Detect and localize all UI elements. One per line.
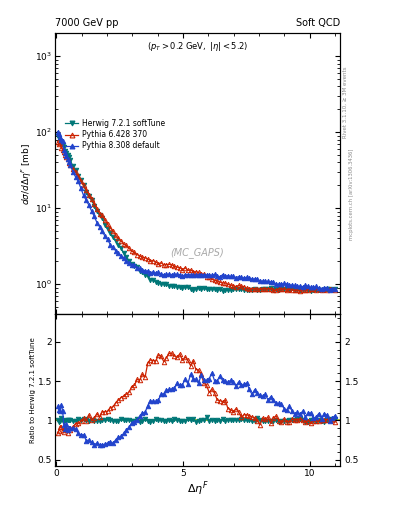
Text: mcplots.cern.ch [arXiv:1306.3436]: mcplots.cern.ch [arXiv:1306.3436] — [349, 149, 354, 240]
Y-axis label: $d\sigma/d\Delta\eta^{F}$ [mb]: $d\sigma/d\Delta\eta^{F}$ [mb] — [19, 143, 34, 205]
Text: (MC_GAPS): (MC_GAPS) — [171, 247, 224, 258]
X-axis label: $\Delta\eta^{F}$: $\Delta\eta^{F}$ — [187, 479, 208, 498]
Text: $(p_T > 0.2\ \mathrm{GeV},\ |\eta| < 5.2)$: $(p_T > 0.2\ \mathrm{GeV},\ |\eta| < 5.2… — [147, 40, 248, 53]
Y-axis label: Ratio to Herwig 7.2.1 softTune: Ratio to Herwig 7.2.1 softTune — [31, 337, 37, 443]
Text: 7000 GeV pp: 7000 GeV pp — [55, 18, 119, 28]
Text: Rivet 3.1.10, ≥ 3M events: Rivet 3.1.10, ≥ 3M events — [343, 67, 348, 138]
Text: Soft QCD: Soft QCD — [296, 18, 340, 28]
Legend: Herwig 7.2.1 softTune, Pythia 6.428 370, Pythia 8.308 default: Herwig 7.2.1 softTune, Pythia 6.428 370,… — [62, 116, 168, 154]
